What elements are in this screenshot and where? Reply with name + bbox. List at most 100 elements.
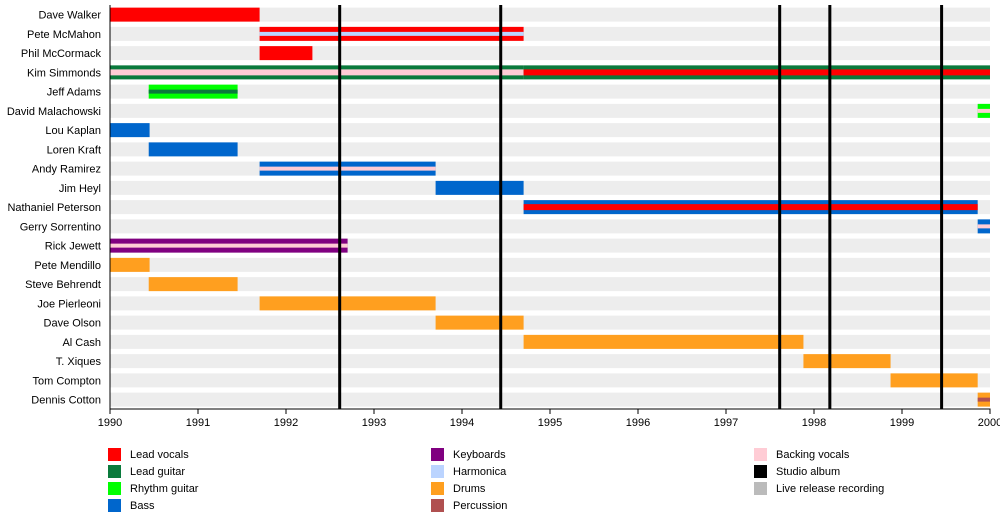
member-name: Dennis Cotton: [31, 395, 101, 407]
legend-label: Keyboards: [453, 448, 506, 461]
member-names: Dave Walker Pete McMahon Phil McCormack Kim…: [7, 10, 102, 407]
member-name: David Malachowski: [7, 106, 101, 118]
bar-lead-vocals: [110, 7, 260, 22]
row-background: [110, 373, 990, 388]
x-tick-label: 1995: [538, 417, 562, 429]
legend-label: Lead vocals: [130, 448, 189, 461]
legend-swatch: [754, 465, 767, 478]
legend-item-backing-vocals: Backing vocals: [754, 446, 884, 463]
member-name: Pete McMahon: [27, 29, 101, 41]
row-background: [110, 46, 990, 61]
legend-item-rhythm-guitar: Rhythm guitar: [108, 480, 198, 497]
legend-label: Percussion: [453, 499, 508, 512]
row-background: [110, 7, 990, 22]
member-name: Al Cash: [62, 337, 101, 349]
x-axis: 1990 1991 1992 1993 1994 1995 1996 1997 1998 1999…: [98, 5, 1000, 429]
x-tick-label: 1992: [274, 417, 298, 429]
x-tick-label: 1996: [626, 417, 650, 429]
bar-lead-vocals: [259, 46, 313, 61]
legend-item-lead-guitar: Lead guitar: [108, 463, 198, 480]
legend-column-3: Backing vocals Studio album Live release r…: [754, 446, 884, 497]
bar-drums: [523, 334, 804, 349]
bar-drums: [803, 354, 891, 369]
member-name: Gerry Sorrentino: [20, 221, 101, 233]
bar-inner-lead-vocals: [523, 69, 990, 76]
studio-album-lines: [338, 5, 944, 409]
legend-swatch: [754, 482, 767, 495]
legend-swatch: [431, 482, 444, 495]
x-tick-label: 1990: [98, 417, 122, 429]
legend-swatch: [431, 499, 444, 512]
row-background: [110, 277, 990, 292]
row-background: [110, 161, 990, 176]
timeline-chart: Dave Walker Pete McMahon Phil McCormack Kim…: [7, 5, 1000, 429]
bar-inner-percussion: [977, 397, 990, 402]
legend-item-keyboards: Keyboards: [431, 446, 507, 463]
legend-column-2: Keyboards Harmonica Drums Percussion: [431, 446, 507, 514]
legend-swatch: [431, 465, 444, 478]
member-name: Phil McCormack: [21, 48, 102, 60]
legend-item-live-release: Live release recording: [754, 480, 884, 497]
row-background: [110, 296, 990, 311]
legend-label: Drums: [453, 482, 486, 495]
row-background: [110, 123, 990, 138]
row-background: [110, 26, 990, 41]
bar-inner-backing-vocals: [259, 166, 436, 171]
bar-bass: [110, 123, 150, 138]
x-tick-label: 1997: [714, 417, 738, 429]
legend-item-drums: Drums: [431, 480, 507, 497]
member-name: Joe Pierleoni: [37, 298, 101, 310]
x-tick-label: 1994: [450, 417, 474, 429]
x-tick-label: 1999: [890, 417, 914, 429]
legend-item-percussion: Percussion: [431, 497, 507, 514]
bar-inner-lead-guitar: [148, 89, 238, 94]
bar-inner-backing-vocals: [110, 69, 524, 76]
x-tick-label: 1998: [802, 417, 826, 429]
bar-drums: [148, 277, 238, 292]
member-name: Jim Heyl: [59, 183, 101, 195]
legend-item-studio-album: Studio album: [754, 463, 884, 480]
row-background: [110, 392, 990, 407]
bar-drums: [259, 296, 436, 311]
member-name: T. Xiques: [56, 356, 102, 368]
row-background: [110, 180, 990, 195]
legend-item-harmonica: Harmonica: [431, 463, 507, 480]
legend-label: Studio album: [776, 465, 841, 478]
bar-drums: [110, 257, 150, 272]
row-background: [110, 354, 990, 369]
legend-item-lead-vocals: Lead vocals: [108, 446, 198, 463]
bar-drums: [435, 315, 524, 330]
bar-inner-backing-vocals: [977, 108, 990, 113]
legend-swatch: [108, 499, 121, 512]
x-tick-label: 1991: [186, 417, 210, 429]
bar-bass: [435, 180, 524, 195]
legend-swatch: [108, 465, 121, 478]
legend-label: Backing vocals: [776, 448, 850, 461]
member-name: Loren Kraft: [47, 144, 101, 156]
legend-label: Live release recording: [776, 482, 885, 495]
row-background: [110, 257, 990, 272]
member-name: Steve Behrendt: [25, 279, 101, 291]
member-name: Andy Ramirez: [32, 164, 101, 176]
x-tick-label: 2000: [978, 417, 1000, 429]
member-name: Rick Jewett: [45, 241, 101, 253]
bar-inner-harmonica: [259, 31, 524, 36]
member-name: Pete Mendillo: [34, 260, 101, 272]
member-name: Tom Compton: [33, 375, 101, 387]
legend-item-bass: Bass: [108, 497, 198, 514]
legend-swatch: [431, 448, 444, 461]
row-background: [110, 84, 990, 99]
row-background: [110, 219, 990, 234]
member-name: Dave Walker: [38, 10, 101, 22]
member-name: Lou Kaplan: [45, 125, 101, 137]
row-background: [110, 315, 990, 330]
legend-swatch: [754, 448, 767, 461]
legend-swatch: [108, 482, 121, 495]
bar-drums: [890, 373, 978, 388]
legend-label: Lead guitar: [130, 465, 186, 478]
member-bars: [110, 7, 990, 407]
member-name: Jeff Adams: [47, 87, 102, 99]
legend-label: Rhythm guitar: [130, 482, 199, 495]
row-background: [110, 142, 990, 157]
member-name: Dave Olson: [44, 318, 101, 330]
